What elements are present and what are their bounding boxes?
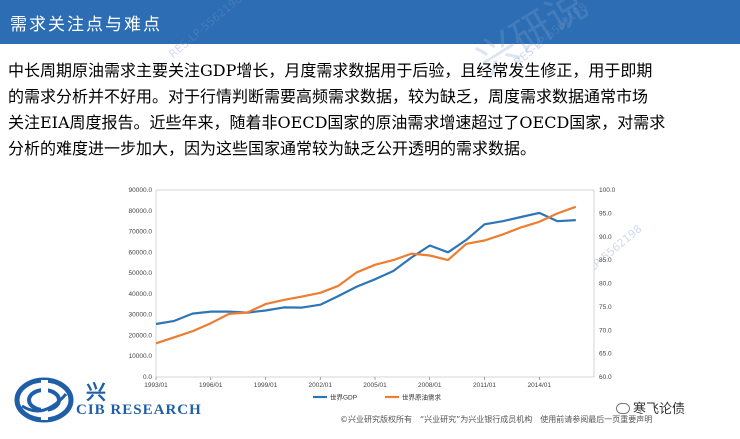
demand-gdp-chart: 0.0 10000.0 20000.0 30000.0 40000.0 50000.0 60…	[129, 187, 616, 402]
y-left-tick-label: 20000.0	[129, 332, 153, 339]
y-right-tick-label: 100.0	[599, 187, 616, 194]
y-left-tick-label: 10000.0	[129, 353, 153, 360]
y-right-tick-label: 65.0	[599, 351, 612, 358]
y-left-tick-label: 0.0	[143, 374, 152, 381]
y-right-tick-label: 95.0	[599, 210, 612, 217]
wechat-account: 寒飞论债	[616, 398, 685, 417]
y-right-tick-label: 75.0	[599, 304, 612, 311]
y-right-tick-label: 80.0	[599, 281, 612, 288]
y-left-tick-label: 70000.0	[129, 229, 153, 236]
y-left-tick-label: 90000.0	[129, 187, 153, 194]
legend-label: 世界原油需求	[402, 393, 442, 402]
x-tick-label: 2011/01	[473, 382, 496, 389]
title-bar: 需求关注点与难点	[0, 0, 740, 44]
y-right-tick-label: 85.0	[599, 257, 612, 264]
x-tick-label: 2005/01	[363, 382, 387, 389]
x-tick-label: 1993/01	[144, 382, 168, 389]
body-line: 中长周期原油需求主要关注GDP增长，月度需求数据用于后验，且经常发生修正，用于即…	[8, 61, 653, 80]
body-line: 的需求分析并不好用。对于行情判断需要高频需求数据，较为缺乏，周度需求数据通常市场	[8, 87, 649, 106]
y-left-tick-label: 30000.0	[129, 312, 153, 319]
x-tick-label: 1996/01	[199, 382, 223, 389]
plot-area	[155, 189, 595, 378]
series-line	[155, 205, 577, 345]
x-tick-label: 2002/01	[309, 382, 333, 389]
cib-logo-icon	[14, 377, 74, 423]
body-paragraph: 中长周期原油需求主要关注GDP增长，月度需求数据用于后验，且经常发生修正，用于即…	[8, 58, 734, 162]
series-line	[155, 211, 576, 326]
y-right-tick-label: 90.0	[599, 234, 612, 241]
wechat-account-name: 寒飞论债	[633, 402, 686, 417]
legend-label: 世界GDP	[330, 393, 357, 402]
wechat-icon	[616, 403, 630, 414]
y-left-tick-label: 50000.0	[129, 270, 153, 277]
x-tick-label: 2008/01	[418, 382, 442, 389]
y-left-tick-label: 60000.0	[129, 249, 153, 256]
y-left-tick-label: 40000.0	[129, 291, 153, 298]
cib-logo: 兴 CIB RESEARCH	[14, 376, 214, 426]
logo-cn-text: 兴	[86, 380, 106, 404]
y-left-tick-label: 80000.0	[129, 208, 153, 215]
body-line: 分析的难度进一步加大，因为这些国家通常较为缺乏公开透明的需求数据。	[8, 139, 537, 158]
slide-title: 需求关注点与难点	[10, 15, 162, 35]
body-line: 关注EIA周度报告。近些年来，随着非OECD国家的原油需求增速超过了OECD国家…	[8, 113, 666, 132]
logo-en-text: CIB RESEARCH	[76, 402, 202, 418]
y-right-tick-label: 60.0	[599, 374, 612, 381]
x-tick-label: 1999/01	[254, 382, 278, 389]
y-right-tick-label: 70.0	[599, 327, 612, 334]
copyright-note: ©兴业研究版权所有 “兴业研究”为兴业银行成员机构 使用前请参阅最后一页重要声明	[340, 415, 653, 424]
x-tick-label: 2014/01	[528, 382, 552, 389]
